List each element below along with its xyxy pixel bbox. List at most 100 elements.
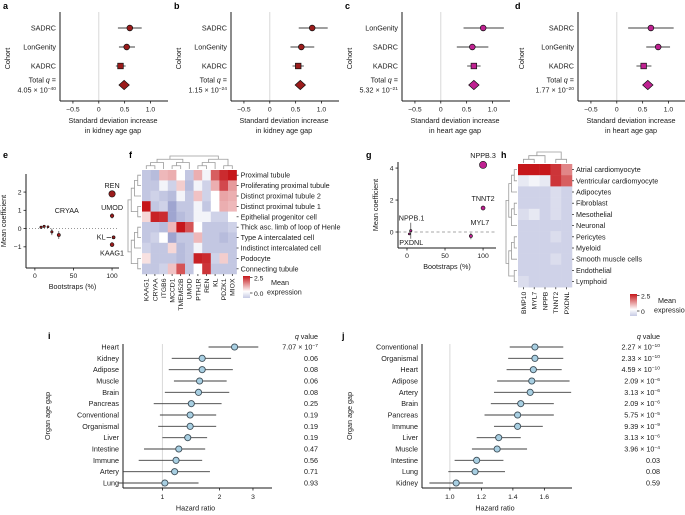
heatmap-cell [561, 175, 573, 187]
heatmap-cell [193, 242, 203, 254]
hazard-ratio-marker [531, 343, 539, 351]
heatmap-column-label: BMP10 [521, 291, 528, 314]
heatmap-cell [550, 242, 562, 254]
q-value: 5.75 × 10−5 [624, 411, 660, 420]
cohort-row-label: LonGenity [541, 43, 574, 52]
organ-row-label: Pancreas [89, 399, 120, 408]
effect-marker-circle [479, 24, 487, 32]
heatmap-cell [150, 211, 160, 223]
q-value: 0.47 [304, 445, 318, 454]
x-tick-label: 0 [268, 107, 272, 114]
organ-row-label: Artery [399, 388, 419, 397]
heatmap-cell [228, 211, 237, 223]
panel-letter-d: d [515, 1, 521, 11]
heatmap-cell [159, 190, 169, 202]
panel-letter-b: b [174, 1, 180, 11]
heatmap-cell [202, 222, 212, 233]
total-q-value: 5.32 × 10−21 [360, 86, 399, 95]
organ-row-label: Lung [103, 479, 119, 488]
cohort-row-label: KADRC [549, 62, 574, 71]
gene-label: PXDNL [399, 238, 423, 247]
heatmap-cell [142, 211, 151, 223]
heatmap-row-label: Ventricular cardiomyocyte [576, 176, 658, 185]
hazard-ratio-marker [452, 479, 460, 487]
dendrogram-branch [169, 155, 219, 160]
cohort-row-label: SADRC [549, 24, 574, 33]
heatmap-cell [167, 222, 177, 233]
y-tick-label: −1 [14, 244, 22, 251]
organ-row-label: Pancreas [388, 411, 419, 420]
heatmap-cell [539, 253, 551, 266]
organ-row-label: Liver [103, 433, 119, 442]
q-value: 0.93 [304, 479, 318, 488]
heatmap-cell [528, 242, 540, 254]
heatmap-cell [518, 175, 530, 187]
effect-marker-circle [654, 43, 662, 51]
heatmap-cell [159, 180, 169, 192]
total-q-value: 1.15 × 10−24 [189, 86, 228, 95]
organ-row-label: Heart [400, 365, 418, 374]
cohort-row-label: KADRC [202, 62, 227, 71]
heatmap-row-label: Indistinct intercalated cell [241, 244, 322, 253]
total-diamond-marker [468, 79, 480, 91]
heatmap-cell [202, 211, 212, 223]
heatmap-cell [159, 211, 169, 223]
x-tick-label: 0 [439, 107, 443, 114]
x-tick-label: 0.5 [462, 107, 472, 114]
hazard-ratio-marker [531, 354, 539, 362]
heatmap-cell [202, 201, 212, 212]
dendrogram-branch [137, 174, 141, 186]
organ-row-label: Kidney [97, 354, 119, 363]
dendrogram-branch [156, 158, 184, 163]
heatmap-cell [228, 180, 237, 192]
colorbar-title-line2: expression [267, 288, 302, 297]
heatmap-cell [202, 170, 212, 181]
organ-row-label: Adipose [93, 365, 119, 374]
heatmap-row-label: Epithelial progenitor cell [241, 212, 318, 221]
heatmap-column-label: PXDNL [564, 291, 571, 314]
heatmap-cell [167, 201, 177, 212]
heatmap-cell [550, 220, 562, 232]
heatmap-cell [561, 208, 573, 221]
x-tick-label: −0.5 [237, 107, 251, 114]
heatmap-row-label: Podocyte [241, 254, 271, 263]
heatmap-cell [193, 190, 203, 202]
panel-letter-e: e [3, 150, 9, 160]
x-tick-label: 0 [97, 107, 101, 114]
heatmap-cell [193, 253, 203, 264]
colorbar [630, 294, 637, 316]
heatmap-cell [219, 170, 229, 181]
heatmap-cell [150, 170, 160, 181]
panel-e-scatter-kidney-genes: −1 0 1 2 0 50 100 Mean coefficient Bootstraps (%… [0, 174, 124, 291]
hazard-ratio-marker [473, 456, 481, 464]
q-value: 2.27 × 10−10 [622, 343, 661, 352]
hazard-ratio-marker [198, 354, 206, 362]
heatmap-cell [528, 220, 540, 232]
heatmap-cell [176, 242, 186, 254]
dendrogram-branch [508, 183, 512, 218]
heatmap-cell [219, 222, 229, 233]
heatmap-cell [550, 208, 562, 221]
x-axis-title: Bootstraps (%) [49, 282, 97, 291]
heatmap-cell [550, 264, 562, 277]
cohort-row-label: LonGenity [23, 43, 56, 52]
dendrogram-branch [528, 155, 546, 163]
heatmap-cell [193, 263, 203, 275]
heatmap-cell [518, 164, 530, 176]
heatmap-cell [539, 276, 551, 288]
organ-row-label: Immune [93, 456, 119, 465]
heatmap-cell [518, 253, 530, 266]
q-value: 0.08 [304, 388, 318, 397]
dendrogram-branch [137, 258, 141, 270]
colorbar-max-label: 2.5 [641, 294, 651, 301]
dendrogram-branch [513, 270, 517, 282]
x-tick-label: 0.5 [291, 107, 301, 114]
heatmap-cell [142, 232, 151, 244]
heatmap-cell [159, 242, 169, 254]
y-axis-title: Organ age gap [43, 392, 52, 440]
hazard-ratio-marker [514, 411, 522, 419]
total-label: Total q = [200, 76, 227, 85]
organ-row-label: Organismal [381, 354, 418, 363]
cohort-row-label: SADRC [202, 24, 227, 33]
heatmap-cell [150, 232, 160, 244]
